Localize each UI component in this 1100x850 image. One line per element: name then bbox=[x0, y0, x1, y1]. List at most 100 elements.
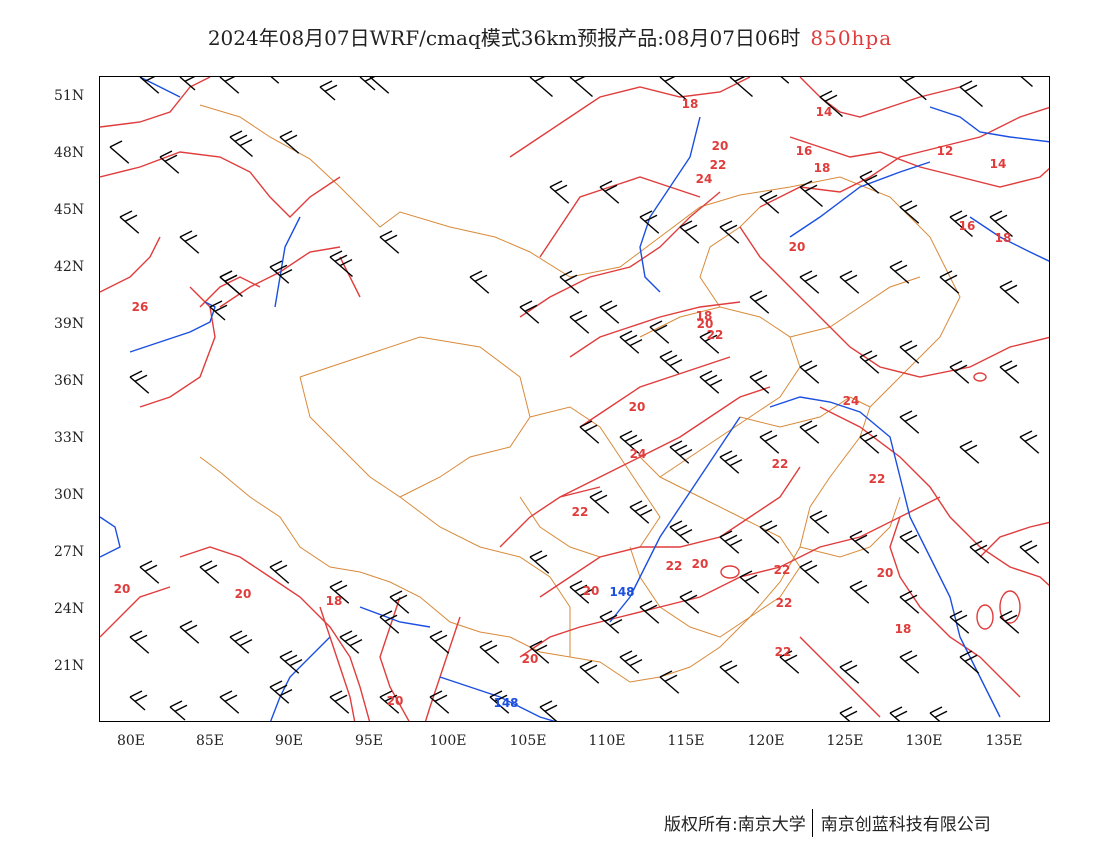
wind-barb-shaft bbox=[139, 77, 160, 94]
lon-label: 80E bbox=[116, 733, 146, 749]
wind-barb-feather bbox=[904, 77, 916, 82]
wind-barb bbox=[849, 580, 870, 604]
wind-barb bbox=[129, 630, 150, 654]
wind-barb-feather bbox=[389, 590, 403, 598]
wind-barb bbox=[839, 270, 860, 294]
lon-label: 130E bbox=[905, 733, 943, 749]
temperature-label: 20 bbox=[697, 317, 714, 331]
temperature-isotherm bbox=[499, 486, 601, 548]
wind-barb bbox=[599, 300, 620, 324]
wind-barb bbox=[270, 77, 280, 84]
wind-barb-shaft bbox=[929, 712, 941, 721]
wind-barb-feather bbox=[639, 508, 653, 517]
wind-barb-shaft bbox=[659, 676, 680, 694]
wind-barb-feather bbox=[899, 530, 913, 538]
temperature-label: 20 bbox=[235, 587, 252, 601]
wind-barb-shaft bbox=[949, 216, 973, 238]
wind-barb-feather bbox=[804, 424, 818, 432]
wind-barb-shaft bbox=[759, 196, 780, 214]
wind-barb bbox=[269, 260, 293, 284]
wind-barb-feather bbox=[224, 274, 238, 282]
wind-barb-feather bbox=[729, 538, 743, 547]
wind-barb-feather bbox=[339, 258, 353, 267]
temperature-label: 20 bbox=[114, 582, 131, 596]
wind-barb-feather bbox=[639, 600, 653, 608]
wind-barb bbox=[489, 690, 510, 714]
wind-barb-shaft bbox=[889, 712, 901, 721]
wind-barb-feather bbox=[394, 594, 408, 602]
wind-barb-shaft bbox=[279, 656, 300, 674]
temperature-isotherm bbox=[519, 496, 941, 658]
wind-barb-feather bbox=[959, 650, 973, 658]
wind-barb-feather bbox=[724, 534, 738, 542]
wind-barb-feather bbox=[999, 360, 1013, 368]
wind-barb-feather bbox=[904, 204, 918, 212]
wind-barb-feather bbox=[334, 694, 348, 702]
wind-barb bbox=[659, 670, 680, 694]
temperature-label: 20 bbox=[877, 566, 894, 580]
wind-barb-shaft bbox=[959, 446, 980, 464]
wind-barb-feather bbox=[484, 644, 498, 652]
wind-barb-feather bbox=[534, 644, 548, 652]
wind-barb-feather bbox=[949, 210, 963, 218]
wind-barb-feather bbox=[799, 560, 813, 568]
lon-label: 100E bbox=[429, 733, 467, 749]
wind-barb-feather bbox=[489, 690, 503, 698]
wind-barb-feather bbox=[494, 694, 508, 702]
temperature-isotherm-loop bbox=[999, 590, 1021, 624]
wind-barb-feather bbox=[954, 214, 968, 222]
wind-barb-shaft bbox=[639, 606, 660, 624]
wind-barb-shaft bbox=[179, 626, 200, 644]
wind-barb bbox=[949, 210, 973, 238]
wind-barb-feather bbox=[844, 710, 858, 718]
wind-barb bbox=[219, 270, 243, 298]
wind-barb-feather bbox=[434, 634, 448, 642]
wind-barb bbox=[729, 77, 753, 98]
lon-label: 135E bbox=[985, 733, 1023, 749]
geopotential-isoline bbox=[769, 396, 1001, 718]
wind-barb bbox=[479, 640, 500, 664]
wind-barb-feather bbox=[279, 130, 293, 138]
wind-barb bbox=[899, 650, 920, 674]
temperature-isotherm-loop bbox=[973, 372, 987, 382]
wind-barb bbox=[519, 300, 540, 324]
wind-barb bbox=[359, 77, 376, 91]
wind-barb-feather bbox=[234, 134, 248, 142]
wind-barb-feather bbox=[749, 370, 763, 378]
wind-barb bbox=[639, 600, 660, 624]
wind-barb-feather bbox=[564, 274, 578, 282]
wind-barb-feather bbox=[159, 150, 173, 158]
wind-barb-feather bbox=[894, 710, 908, 718]
lat-label: 24N bbox=[54, 601, 85, 617]
wind-barb bbox=[129, 690, 148, 711]
wind-barb-feather bbox=[669, 440, 683, 448]
wind-barb bbox=[279, 130, 300, 154]
wind-barb-shaft bbox=[719, 456, 740, 474]
wind-barb-feather bbox=[764, 524, 778, 532]
wind-barb bbox=[569, 77, 593, 98]
wind-barb-shaft bbox=[719, 536, 740, 554]
temperature-label: 18 bbox=[696, 309, 713, 323]
wind-barb-shaft bbox=[619, 336, 640, 354]
geopotential-isoline bbox=[359, 606, 431, 628]
wind-barb bbox=[179, 77, 196, 91]
lon-label: 120E bbox=[747, 733, 785, 749]
wind-barb-feather bbox=[279, 650, 293, 658]
wind-barb bbox=[999, 280, 1020, 304]
wind-barb-feather bbox=[624, 434, 638, 442]
wind-barb-shaft bbox=[569, 316, 590, 334]
wind-barb-feather bbox=[274, 684, 288, 692]
wind-barb bbox=[619, 430, 643, 454]
wind-barb-feather bbox=[749, 290, 763, 298]
wind-barb-shaft bbox=[489, 696, 510, 714]
wind-barb-feather bbox=[574, 584, 588, 592]
wind-barb-feather bbox=[134, 374, 148, 382]
wind-barb-feather bbox=[759, 520, 773, 528]
wind-barb-feather bbox=[324, 84, 338, 92]
wind-barb-feather bbox=[804, 364, 818, 372]
wind-barb bbox=[969, 540, 990, 564]
wind-barb-shaft bbox=[179, 77, 196, 91]
temperature-label: 24 bbox=[696, 172, 713, 186]
wind-barb-feather bbox=[814, 514, 828, 522]
wind-barb-feather bbox=[534, 77, 546, 82]
